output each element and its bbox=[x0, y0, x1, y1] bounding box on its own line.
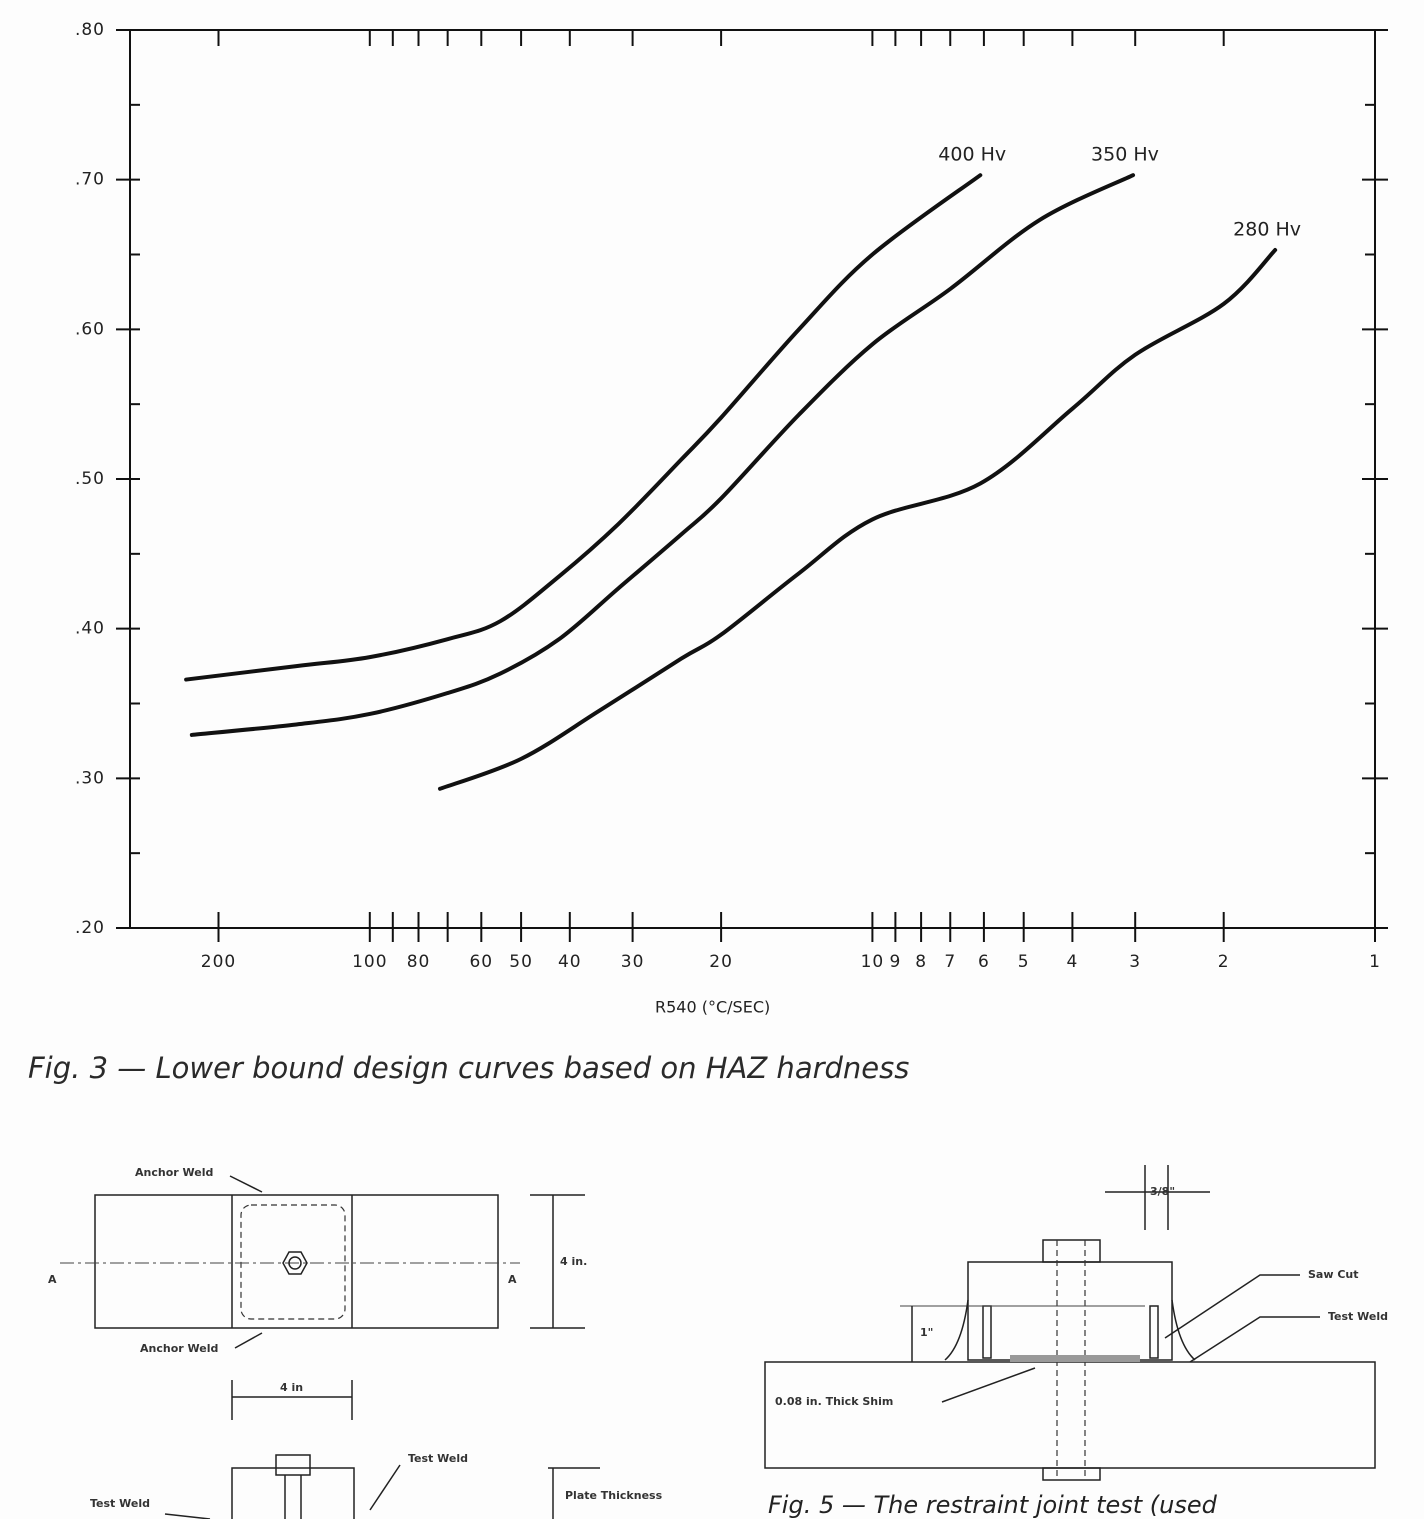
x-tick-label: 50 bbox=[509, 952, 533, 972]
shim bbox=[1010, 1355, 1140, 1362]
x-tick-label: 3 bbox=[1129, 952, 1141, 972]
leader bbox=[234, 1332, 263, 1349]
label: 4 in. bbox=[560, 1255, 587, 1268]
top-block bbox=[967, 1261, 1173, 1361]
nut-side bbox=[275, 1454, 311, 1476]
x-tick-label: 200 bbox=[201, 952, 236, 972]
x-tick-label: 40 bbox=[558, 952, 582, 972]
leader bbox=[369, 1464, 401, 1511]
leader bbox=[164, 1513, 211, 1519]
plate bbox=[94, 1194, 499, 1329]
curve-label: 400 Hv bbox=[938, 144, 1006, 166]
nut bbox=[1042, 1467, 1101, 1481]
label: Plate Thickness bbox=[565, 1489, 663, 1502]
x-tick-label: 6 bbox=[978, 952, 990, 972]
anchor-weld-outline bbox=[240, 1204, 346, 1320]
y-tick-label: .70 bbox=[75, 170, 105, 190]
x-tick-label: 5 bbox=[1018, 952, 1030, 972]
elevation-block bbox=[231, 1467, 355, 1519]
label: Test Weld bbox=[408, 1452, 468, 1465]
label: Anchor Weld bbox=[135, 1166, 213, 1179]
figure-caption: Fig. 5 — The restraint joint test (used bbox=[768, 1491, 1218, 1519]
x-tick-label: 60 bbox=[469, 952, 493, 972]
curve bbox=[184, 173, 983, 682]
saw-cut bbox=[982, 1305, 992, 1359]
nut bbox=[282, 1251, 308, 1275]
x-tick-label: 10 bbox=[861, 952, 885, 972]
label: 1" bbox=[920, 1326, 933, 1339]
label: A bbox=[48, 1273, 57, 1286]
x-tick-label: 100 bbox=[352, 952, 387, 972]
y-tick-label: .50 bbox=[75, 469, 105, 489]
label: 0.08 in. Thick Shim bbox=[775, 1395, 893, 1408]
bolt bbox=[288, 1256, 302, 1270]
x-tick-label: 30 bbox=[621, 952, 645, 972]
figure-caption: Fig. 3 — Lower bound design curves based… bbox=[28, 1051, 909, 1085]
label: Test Weld bbox=[1328, 1310, 1388, 1323]
x-tick-label: 1 bbox=[1369, 952, 1381, 972]
x-tick-label: 80 bbox=[407, 952, 431, 972]
label: 4 in bbox=[280, 1381, 303, 1394]
leader bbox=[229, 1175, 263, 1193]
x-tick-label: 2 bbox=[1218, 952, 1230, 972]
leader bbox=[1189, 1316, 1320, 1363]
curve bbox=[437, 248, 1278, 791]
y-tick-label: .80 bbox=[75, 20, 105, 40]
right-diagram: 3/8" Saw Cut Test Weld 1" 0.08 in. Thick… bbox=[764, 1165, 1388, 1519]
x-tick-label: 4 bbox=[1066, 952, 1078, 972]
label: 3/8" bbox=[1150, 1185, 1175, 1198]
plot-frame bbox=[129, 29, 1376, 929]
x-tick-label: 7 bbox=[944, 952, 956, 972]
nut bbox=[1042, 1239, 1101, 1263]
x-tick-label: 9 bbox=[889, 952, 901, 972]
y-tick-label: .40 bbox=[75, 619, 105, 639]
y-tick-label: .30 bbox=[75, 768, 105, 788]
label: Anchor Weld bbox=[140, 1342, 218, 1355]
saw-cut bbox=[1149, 1305, 1159, 1359]
left-diagram: Anchor Weld Anchor Weld A A 4 in. 4 in T… bbox=[48, 1166, 663, 1519]
base-plate bbox=[764, 1361, 1376, 1469]
label: A bbox=[508, 1273, 517, 1286]
x-axis-label: R540 (°C/SEC) bbox=[655, 998, 770, 1017]
label: Saw Cut bbox=[1308, 1268, 1359, 1281]
weld-fillet bbox=[944, 1299, 969, 1361]
curve bbox=[189, 173, 1136, 737]
x-tick-label: 8 bbox=[915, 952, 927, 972]
curve-label: 280 Hv bbox=[1233, 219, 1301, 241]
y-tick-label: .60 bbox=[75, 319, 105, 339]
label: Test Weld bbox=[90, 1497, 150, 1510]
curve-label: 350 Hv bbox=[1091, 144, 1159, 166]
x-tick-label: 20 bbox=[709, 952, 733, 972]
leader bbox=[941, 1367, 1036, 1403]
y-tick-label: .20 bbox=[75, 918, 105, 938]
weld-fillet bbox=[1171, 1299, 1196, 1361]
leader bbox=[1164, 1274, 1300, 1339]
